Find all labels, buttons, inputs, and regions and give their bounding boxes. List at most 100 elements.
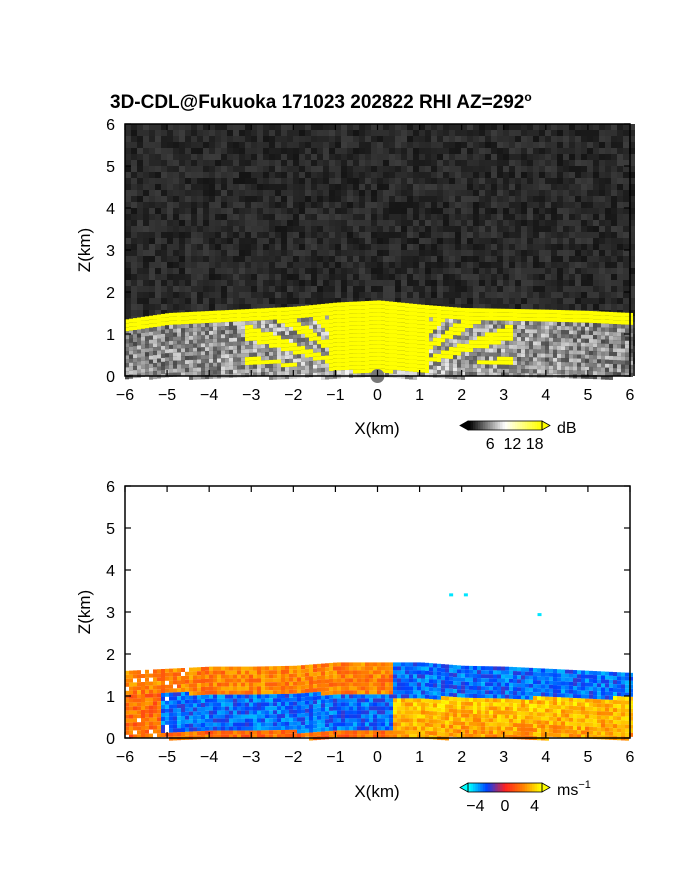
backscatter-noise-cell: [125, 298, 131, 304]
backscatter-cell: [353, 305, 357, 310]
backscatter-noise-cell: [317, 130, 323, 136]
backscatter-noise-cell: [281, 160, 287, 166]
backscatter-cell: [433, 369, 437, 374]
backscatter-noise-cell: [233, 166, 239, 172]
backscatter-cell: [341, 338, 345, 343]
backscatter-noise-cell: [629, 214, 635, 220]
backscatter-noise-cell: [383, 154, 389, 160]
backscatter-cell: [333, 330, 337, 335]
backscatter-noise-cell: [335, 226, 341, 232]
backscatter-noise-cell: [611, 184, 617, 190]
backscatter-cell: [185, 332, 189, 337]
backscatter-cell: [373, 304, 377, 309]
backscatter-cell: [413, 311, 417, 316]
backscatter-cell: [229, 333, 233, 338]
backscatter-cell: [281, 311, 285, 316]
backscatter-noise-cell: [371, 280, 377, 286]
backscatter-noise-cell: [563, 298, 569, 304]
backscatter-cell: [373, 344, 377, 349]
backscatter-noise-cell: [317, 196, 323, 202]
backscatter-noise-cell: [353, 184, 359, 190]
backscatter-noise-cell: [581, 166, 587, 172]
backscatter-noise-cell: [395, 244, 401, 250]
backscatter-noise-cell: [215, 160, 221, 166]
backscatter-noise-cell: [131, 238, 137, 244]
backscatter-cell: [289, 310, 293, 315]
backscatter-noise-cell: [539, 160, 545, 166]
backscatter-noise-cell: [395, 208, 401, 214]
backscatter-noise-cell: [443, 274, 449, 280]
backscatter-noise-cell: [539, 172, 545, 178]
backscatter-noise-cell: [191, 136, 197, 142]
backscatter-noise-cell: [161, 310, 167, 316]
backscatter-noise-cell: [425, 274, 431, 280]
backscatter-noise-cell: [203, 202, 209, 208]
backscatter-cell: [397, 358, 401, 363]
backscatter-noise-cell: [239, 268, 245, 274]
backscatter-noise-cell: [461, 262, 467, 268]
backscatter-noise-cell: [281, 214, 287, 220]
backscatter-noise-cell: [197, 256, 203, 262]
backscatter-noise-cell: [161, 238, 167, 244]
backscatter-cell: [201, 359, 205, 364]
backscatter-noise-cell: [335, 154, 341, 160]
backscatter-noise-cell: [563, 220, 569, 226]
backscatter-cell: [353, 313, 357, 318]
backscatter-noise-cell: [401, 184, 407, 190]
backscatter-noise-cell: [479, 142, 485, 148]
backscatter-cell: [209, 358, 213, 363]
backscatter-cell: [201, 375, 205, 380]
backscatter-cell: [213, 322, 217, 327]
backscatter-cell: [389, 369, 393, 374]
backscatter-noise-cell: [299, 124, 305, 130]
backscatter-cell: [389, 361, 393, 366]
backscatter-noise-cell: [419, 190, 425, 196]
backscatter-noise-cell: [629, 262, 635, 268]
backscatter-cell: [301, 337, 305, 342]
backscatter-noise-cell: [467, 202, 473, 208]
backscatter-noise-cell: [203, 256, 209, 262]
backscatter-noise-cell: [347, 202, 353, 208]
backscatter-noise-cell: [335, 178, 341, 184]
backscatter-cell: [293, 314, 297, 319]
backscatter-noise-cell: [167, 190, 173, 196]
backscatter-noise-cell: [275, 298, 281, 304]
backscatter-noise-cell: [167, 238, 173, 244]
backscatter-noise-cell: [623, 244, 629, 250]
backscatter-noise-cell: [263, 274, 269, 280]
backscatter-noise-cell: [599, 202, 605, 208]
backscatter-cell: [333, 314, 337, 319]
backscatter-noise-cell: [185, 124, 191, 130]
backscatter-noise-cell: [623, 220, 629, 226]
backscatter-noise-cell: [125, 196, 131, 202]
backscatter-cell: [297, 326, 301, 331]
backscatter-noise-cell: [473, 142, 479, 148]
backscatter-cell: [161, 321, 165, 326]
backscatter-noise-cell: [491, 160, 497, 166]
backscatter-noise-cell: [419, 142, 425, 148]
backscatter-cell: [297, 366, 301, 371]
backscatter-noise-cell: [443, 196, 449, 202]
backscatter-noise-cell: [293, 226, 299, 232]
backscatter-noise-cell: [155, 232, 161, 238]
backscatter-noise-cell: [503, 142, 509, 148]
backscatter-noise-cell: [425, 244, 431, 250]
backscatter-noise-cell: [353, 238, 359, 244]
backscatter-noise-cell: [593, 124, 599, 130]
backscatter-noise-cell: [407, 166, 413, 172]
backscatter-cell: [273, 331, 277, 336]
backscatter-noise-cell: [497, 298, 503, 304]
backscatter-cell: [197, 375, 201, 380]
backscatter-noise-cell: [479, 160, 485, 166]
backscatter-noise-cell: [593, 262, 599, 268]
backscatter-noise-cell: [521, 160, 527, 166]
backscatter-noise-cell: [497, 214, 503, 220]
backscatter-noise-cell: [509, 214, 515, 220]
backscatter-cell: [125, 331, 129, 336]
backscatter-noise-cell: [173, 238, 179, 244]
backscatter-cell: [297, 338, 301, 343]
backscatter-noise-cell: [209, 142, 215, 148]
backscatter-noise-cell: [545, 274, 551, 280]
backscatter-noise-cell: [143, 298, 149, 304]
backscatter-noise-cell: [497, 286, 503, 292]
